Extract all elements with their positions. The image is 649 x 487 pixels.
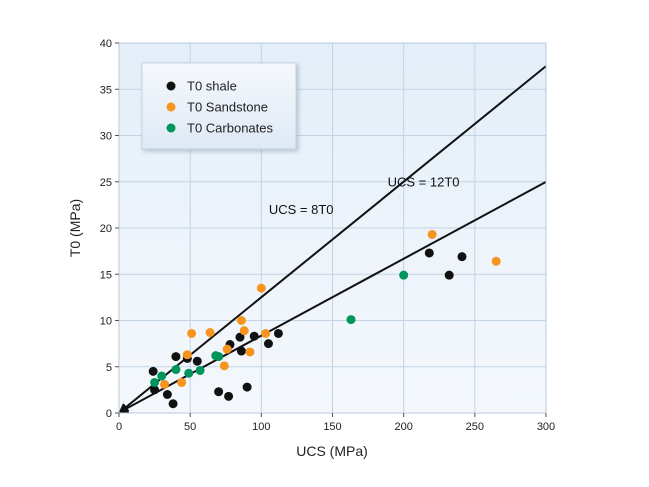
data-point — [236, 316, 246, 325]
data-point — [157, 371, 167, 381]
y-axis-title: T0 (MPa) — [67, 199, 83, 257]
y-tick-label: 30 — [100, 131, 112, 143]
y-tick-label: 10 — [100, 316, 112, 328]
x-tick-label: 0 — [116, 421, 122, 433]
reference-line-label: UCS = 8T0 — [269, 202, 334, 217]
data-point — [171, 365, 181, 375]
data-point — [245, 347, 255, 357]
data-point — [192, 356, 202, 366]
axis-ticks: 0 50 100 150 200 250 300 0 5 10 15 20 25 30 35 40 — [100, 38, 555, 433]
x-tick-label: 200 — [394, 421, 412, 433]
data-point — [168, 399, 178, 409]
x-tick-label: 300 — [537, 421, 555, 433]
legend-label: T0 Carbonates — [187, 121, 273, 136]
data-point — [150, 385, 160, 395]
data-point — [236, 346, 246, 356]
y-tick-label: 15 — [100, 269, 112, 281]
data-point — [184, 368, 194, 378]
legend-marker — [166, 123, 176, 133]
data-point — [171, 352, 181, 362]
data-point — [263, 339, 273, 349]
data-point — [399, 270, 409, 280]
data-points — [148, 229, 501, 409]
y-tick-label: 40 — [100, 38, 112, 50]
data-point — [424, 248, 434, 258]
series-t0-carbonates — [150, 270, 409, 387]
data-point — [249, 331, 259, 341]
y-tick-label: 20 — [100, 223, 112, 235]
legend-marker — [166, 102, 176, 112]
y-tick-label: 35 — [100, 84, 112, 96]
data-point — [457, 252, 467, 262]
data-point — [273, 328, 283, 338]
x-tick-label: 250 — [466, 421, 484, 433]
data-point — [444, 270, 454, 280]
data-point — [239, 326, 249, 336]
data-point — [242, 382, 252, 392]
x-tick-label: 50 — [184, 421, 196, 433]
data-point — [491, 256, 501, 266]
legend-label: T0 shale — [187, 79, 237, 94]
reference-line-label: UCS = 12T0 — [388, 174, 460, 189]
data-point — [214, 352, 224, 362]
data-point — [150, 377, 160, 387]
data-point — [224, 391, 234, 401]
data-point — [182, 350, 192, 360]
legend-label: T0 Sandstone — [187, 100, 268, 115]
data-point — [427, 229, 437, 239]
x-tick-label: 150 — [323, 421, 341, 433]
data-point — [235, 332, 245, 342]
y-tick-label: 0 — [106, 408, 112, 420]
data-point — [195, 365, 205, 375]
data-point — [346, 315, 356, 325]
series-t0-shale — [148, 248, 467, 409]
y-tick-label: 5 — [106, 362, 112, 374]
data-point — [219, 361, 229, 371]
data-point — [256, 283, 266, 293]
x-tick-label: 100 — [252, 421, 270, 433]
y-tick-label: 25 — [100, 177, 112, 189]
data-point — [160, 379, 170, 389]
x-axis-title: UCS (MPa) — [296, 443, 368, 459]
data-point — [177, 377, 187, 387]
series-t0-sandstone — [160, 229, 501, 389]
reference-lines: UCS = 8T0 UCS = 12T0 — [118, 65, 547, 414]
data-point — [162, 390, 172, 399]
legend: T0 shale T0 Sandstone T0 Carbonates — [141, 62, 297, 150]
data-point — [205, 328, 215, 338]
data-point — [148, 366, 158, 376]
data-point — [214, 387, 224, 397]
data-point — [187, 328, 197, 338]
data-point — [222, 344, 232, 354]
data-point — [261, 328, 271, 338]
legend-marker — [166, 81, 176, 91]
